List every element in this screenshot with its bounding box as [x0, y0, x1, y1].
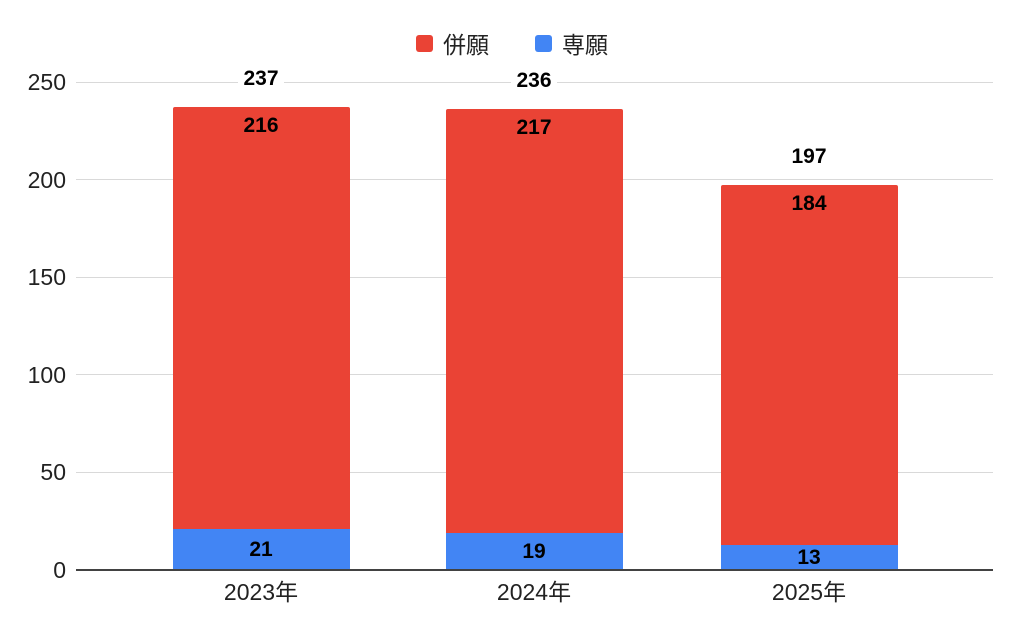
y-tick-50: 50	[40, 459, 66, 486]
bar-segment-sengan-2023: 21	[172, 529, 350, 570]
legend-item-heigan: 併願	[416, 26, 489, 60]
bar-2025: 184 13	[720, 185, 898, 570]
bar-segment-sengan-2025: 13	[720, 544, 898, 570]
y-tick-200: 200	[27, 166, 66, 193]
segment-label-sengan-2023: 21	[249, 538, 273, 561]
x-axis-baseline	[76, 569, 993, 571]
total-value-2024: 236	[511, 69, 557, 94]
plot-area: 216 21 237 217 19 236 184 13 197	[76, 67, 993, 571]
bar-2024: 217 19	[445, 109, 623, 570]
legend-swatch-heigan	[416, 34, 433, 52]
x-tick-2025: 2025年	[771, 579, 847, 605]
segment-label-heigan-2023: 216	[243, 114, 279, 138]
y-tick-100: 100	[27, 361, 66, 388]
bar-segment-sengan-2024: 19	[445, 532, 623, 570]
segment-label-sengan-2025: 13	[797, 545, 821, 569]
chart-legend: 併願 専願	[0, 26, 1024, 60]
legend-label-sengan: 専願	[562, 32, 608, 58]
bar-segment-heigan-2023: 216	[172, 107, 350, 530]
y-tick-250: 250	[27, 69, 66, 95]
legend-swatch-sengan	[535, 34, 552, 52]
total-label-2024: 236	[446, 69, 623, 94]
x-tick-2024: 2024年	[496, 579, 572, 605]
legend-label-heigan: 併願	[443, 32, 489, 58]
bar-2023: 216 21	[172, 107, 350, 570]
bar-segment-heigan-2024: 217	[445, 109, 623, 533]
y-tick-150: 150	[27, 264, 66, 291]
legend-item-sengan: 専願	[535, 26, 608, 60]
segment-label-heigan-2024: 217	[516, 116, 552, 140]
segment-label-heigan-2025: 184	[791, 192, 827, 216]
x-tick-2023: 2023年	[223, 579, 299, 605]
total-label-2025: 197	[721, 145, 898, 170]
bar-segment-heigan-2025: 184	[720, 185, 898, 545]
segment-label-sengan-2024: 19	[522, 539, 546, 563]
y-tick-0: 0	[53, 557, 66, 583]
total-value-2023: 237	[238, 67, 284, 92]
total-value-2025: 197	[786, 145, 832, 170]
total-label-2023: 237	[173, 67, 350, 92]
